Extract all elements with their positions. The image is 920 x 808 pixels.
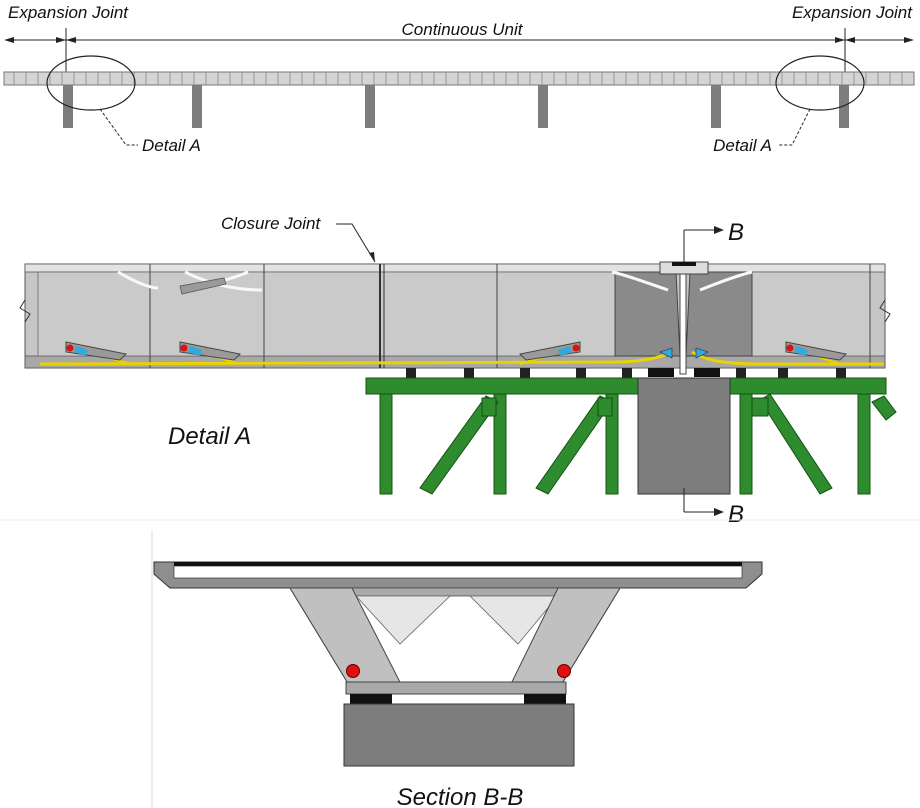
section-mark-bottom: B: [728, 501, 744, 528]
anchor-blue-icon: [188, 346, 202, 356]
tendon-duct-icon: [346, 664, 360, 678]
top-tendon: [117, 270, 159, 290]
bearing: [524, 694, 566, 704]
tendon-duct-icon: [557, 664, 571, 678]
pier: [839, 85, 849, 128]
anchor-blue-icon: [695, 347, 709, 359]
anchor-blister: [65, 341, 128, 361]
leader-line: [99, 108, 138, 146]
top-slab: [24, 263, 886, 273]
anchor-blue-icon: [558, 346, 572, 356]
detail-a-label-right: Detail A: [713, 136, 772, 155]
segment-interior: [37, 271, 616, 357]
joint-seal: [672, 262, 696, 266]
deck-overlay: [173, 565, 743, 579]
segment-joints: [13, 72, 903, 85]
detail-a-title: Detail A: [168, 423, 251, 450]
arrow-left-icon: [835, 37, 845, 43]
detail-a-elevation: Closure Joint: [19, 214, 897, 528]
closure-joint-label: Closure Joint: [221, 214, 321, 233]
overview-elevation: Expansion Joint Expansion Joint Continuo…: [3, 3, 915, 155]
leader-line: [778, 108, 811, 146]
top-slab-thickening: [329, 587, 591, 597]
top-tendon: [699, 270, 753, 292]
pier: [538, 85, 548, 128]
arrow-left-icon: [56, 37, 66, 43]
permanent-bearing: [648, 368, 674, 377]
top-tendon: [611, 270, 669, 292]
continuous-unit-label: Continuous Unit: [402, 20, 524, 39]
anchor-red-icon: [572, 344, 580, 352]
detail-a-label-left: Detail A: [142, 136, 201, 155]
arrow-right-icon: [904, 37, 914, 43]
anchor-blister: [179, 341, 242, 361]
pier: [365, 85, 375, 128]
bottom-slab-section: [345, 681, 567, 695]
arrow-right-icon: [845, 37, 855, 43]
expansion-joint-label-left: Expansion Joint: [8, 3, 129, 22]
pier: [711, 85, 721, 128]
anchor-red-icon: [180, 344, 188, 352]
anchor-blister: [785, 341, 848, 361]
section-b-b: Section B-B: [0, 519, 920, 808]
arrow-right-icon: [714, 226, 724, 234]
pier-cap: [343, 703, 575, 767]
anchor-red-icon: [66, 344, 74, 352]
anchor-red-icon: [786, 344, 794, 352]
expansion-joint-label-right: Expansion Joint: [792, 3, 913, 22]
temporary-supports: [406, 368, 846, 378]
pier-segment-right: [685, 271, 753, 357]
permanent-bearing: [694, 368, 720, 377]
arrow-icon: [369, 252, 375, 262]
section-title: Section B-B: [397, 784, 524, 808]
detail-a-callout-left: [46, 55, 136, 111]
wearing-surface: [174, 562, 742, 566]
label-mask: [392, 20, 532, 38]
anchor-blue-icon: [659, 347, 673, 359]
fillet: [355, 595, 451, 645]
top-anchor-blister: [179, 277, 227, 295]
anchor-blue-icon: [794, 346, 808, 356]
arrow-right-icon: [66, 37, 76, 43]
pier-segment-left: [614, 271, 681, 357]
fillet: [469, 595, 559, 645]
arrow-right-icon: [714, 508, 724, 516]
pier: [192, 85, 202, 128]
deck-girder: [3, 71, 915, 86]
segment-interior: [751, 271, 871, 357]
bearing: [350, 694, 392, 704]
section-mark-top: B: [728, 219, 744, 246]
break-line: [19, 299, 31, 323]
anchor-blister: [518, 341, 581, 361]
arrow-left-icon: [4, 37, 14, 43]
detail-a-callout-right: [775, 55, 865, 111]
break-line: [879, 299, 891, 323]
closure-joint-leader: [336, 223, 376, 263]
falsework: [365, 377, 897, 495]
pier-column: [637, 377, 731, 495]
anchor-blue-icon: [74, 346, 88, 356]
expansion-joint-gap: [679, 263, 687, 375]
